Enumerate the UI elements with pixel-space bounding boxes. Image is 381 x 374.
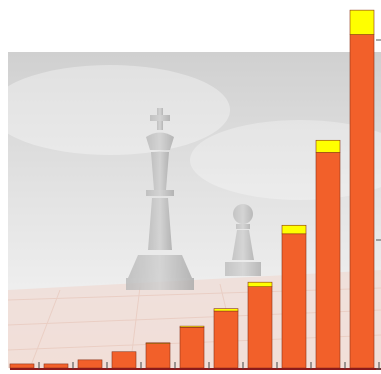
bar-9-base (281, 233, 307, 369)
bar-10-base (315, 152, 341, 369)
right-axis-ticks (376, 39, 381, 370)
bar-9-top (281, 224, 307, 235)
bar-5-base (145, 343, 171, 369)
bar-7-top (213, 308, 239, 312)
bar-6-top (179, 325, 205, 328)
x-axis-ticks (38, 362, 380, 369)
bar-8-top (247, 281, 273, 287)
bar-4-base (111, 351, 137, 369)
bar-11-top (349, 9, 375, 35)
bar-8-base (247, 286, 273, 369)
bar-series (9, 9, 375, 369)
bar-5-top (145, 342, 171, 344)
bar-3-base (77, 359, 103, 369)
bar-7-base (213, 310, 239, 369)
bar-10-top (315, 139, 341, 153)
bar-6-base (179, 327, 205, 369)
pawn-piece (225, 204, 261, 276)
bar-1-base (9, 363, 35, 369)
king-piece (126, 108, 194, 290)
bar-2-base (43, 363, 69, 369)
bar-11-base (349, 34, 375, 369)
